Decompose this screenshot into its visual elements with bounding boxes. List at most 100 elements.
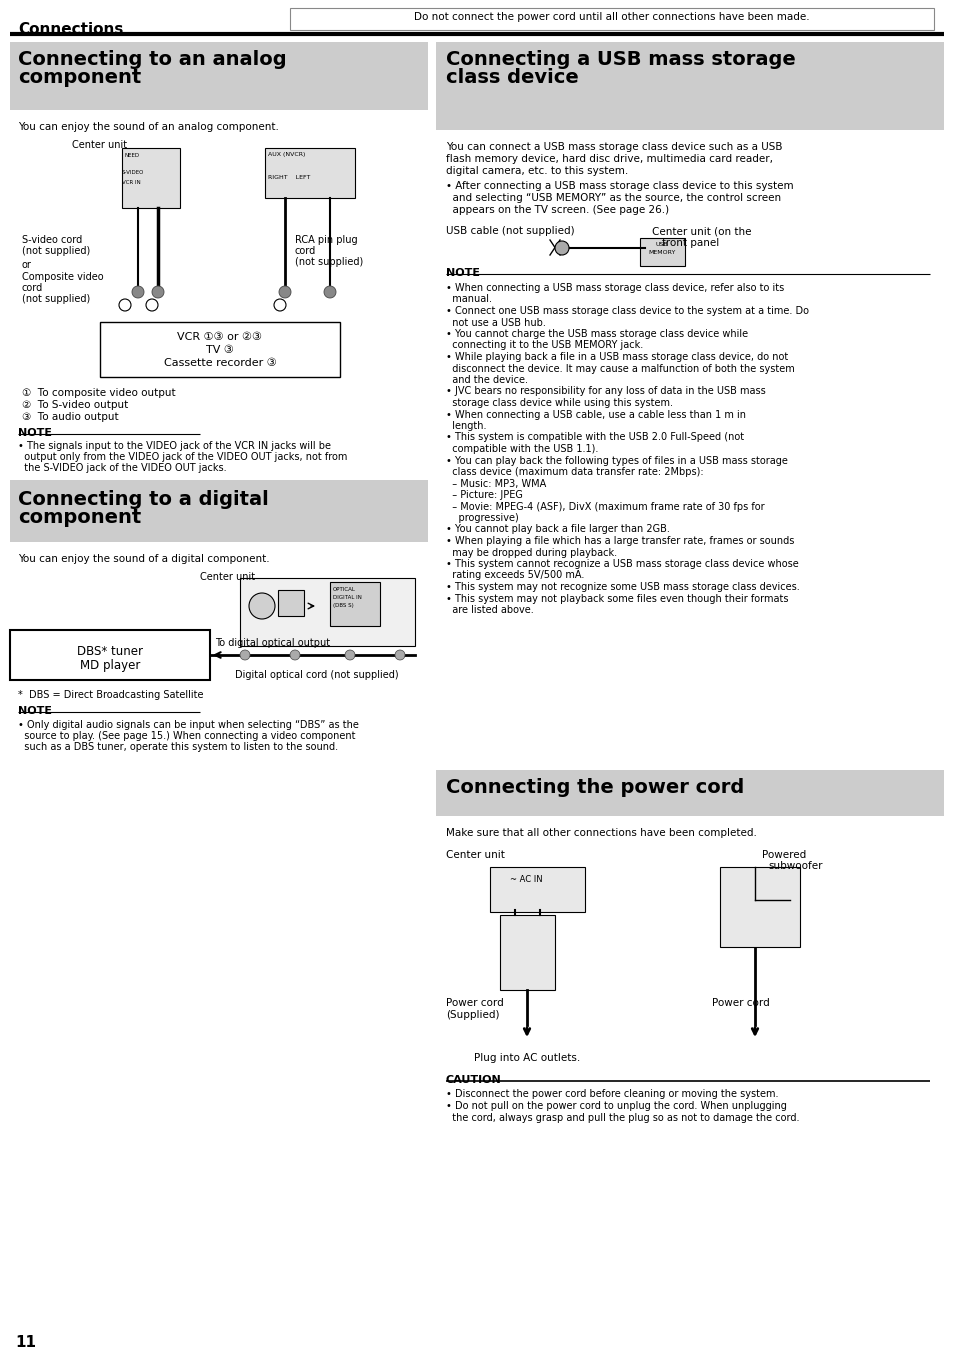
Bar xyxy=(290,8,933,30)
Text: NOTE: NOTE xyxy=(446,268,479,278)
Text: or: or xyxy=(22,260,31,269)
Text: • The signals input to the VIDEO jack of the VCR IN jacks will be: • The signals input to the VIDEO jack of… xyxy=(18,441,331,451)
Text: USB cable (not supplied): USB cable (not supplied) xyxy=(446,226,574,236)
Text: connecting it to the USB MEMORY jack.: connecting it to the USB MEMORY jack. xyxy=(446,340,642,351)
Text: – Music: MP3, WMA: – Music: MP3, WMA xyxy=(446,478,546,489)
Circle shape xyxy=(290,650,299,659)
Text: source to play. (See page 15.) When connecting a video component: source to play. (See page 15.) When conn… xyxy=(18,731,355,741)
Text: 1: 1 xyxy=(123,306,127,311)
Text: • Connect one USB mass storage class device to the system at a time. Do: • Connect one USB mass storage class dev… xyxy=(446,306,808,315)
Text: VCR IN: VCR IN xyxy=(122,180,141,185)
Text: ②  To S-video output: ② To S-video output xyxy=(22,399,128,410)
Text: such as a DBS tuner, operate this system to listen to the sound.: such as a DBS tuner, operate this system… xyxy=(18,742,337,751)
Text: • JVC bears no responsibility for any loss of data in the USB mass: • JVC bears no responsibility for any lo… xyxy=(446,386,765,397)
Text: NEED: NEED xyxy=(125,153,140,158)
Bar xyxy=(265,148,355,198)
Text: and the device.: and the device. xyxy=(446,375,527,385)
Text: Digital optical cord (not supplied): Digital optical cord (not supplied) xyxy=(234,670,398,680)
Text: Connecting to an analog: Connecting to an analog xyxy=(18,50,286,69)
Bar xyxy=(639,238,684,265)
Bar xyxy=(436,770,943,816)
Text: • While playing back a file in a USB mass storage class device, do not: • While playing back a file in a USB mas… xyxy=(446,352,787,362)
Text: *  DBS = Direct Broadcasting Satellite: * DBS = Direct Broadcasting Satellite xyxy=(18,691,203,700)
Text: appears on the TV screen. (See page 26.): appears on the TV screen. (See page 26.) xyxy=(446,204,668,215)
Text: ①  To composite video output: ① To composite video output xyxy=(22,389,175,398)
Text: You can enjoy the sound of a digital component.: You can enjoy the sound of a digital com… xyxy=(18,554,270,565)
Text: Center unit: Center unit xyxy=(71,139,127,150)
Circle shape xyxy=(278,286,291,298)
Text: VCR ①③ or ②③: VCR ①③ or ②③ xyxy=(177,332,262,343)
Circle shape xyxy=(146,299,158,311)
Text: cord: cord xyxy=(22,283,43,292)
Text: (not supplied): (not supplied) xyxy=(22,246,91,256)
Bar xyxy=(100,322,339,376)
Bar xyxy=(436,42,943,130)
Text: flash memory device, hard disc drive, multimedia card reader,: flash memory device, hard disc drive, mu… xyxy=(446,154,772,164)
Bar xyxy=(10,630,210,680)
Text: Connections: Connections xyxy=(18,22,123,37)
Text: length.: length. xyxy=(446,421,486,431)
Text: Center unit (on the: Center unit (on the xyxy=(651,226,751,236)
Text: • This system may not recognize some USB mass storage class devices.: • This system may not recognize some USB… xyxy=(446,582,799,592)
Text: TV ③: TV ③ xyxy=(206,345,233,355)
Circle shape xyxy=(395,650,405,659)
Text: RIGHT    LEFT: RIGHT LEFT xyxy=(268,175,310,180)
Text: • You can play back the following types of files in a USB mass storage: • You can play back the following types … xyxy=(446,455,787,466)
Circle shape xyxy=(240,650,250,659)
Text: progressive): progressive) xyxy=(446,513,518,523)
Text: subwoofer: subwoofer xyxy=(767,861,821,871)
Circle shape xyxy=(324,286,335,298)
Text: • This system is compatible with the USB 2.0 Full-Speed (not: • This system is compatible with the USB… xyxy=(446,432,743,443)
Text: • You cannot charge the USB mass storage class device while: • You cannot charge the USB mass storage… xyxy=(446,329,747,338)
Text: manual.: manual. xyxy=(446,295,492,305)
Text: – Picture: JPEG: – Picture: JPEG xyxy=(446,490,522,500)
Text: storage class device while using this system.: storage class device while using this sy… xyxy=(446,398,672,408)
Text: • When playing a file which has a large transfer rate, frames or sounds: • When playing a file which has a large … xyxy=(446,536,794,546)
Text: component: component xyxy=(18,68,141,87)
Text: • Do not pull on the power cord to unplug the cord. When unplugging: • Do not pull on the power cord to unplu… xyxy=(446,1101,786,1112)
Circle shape xyxy=(152,286,164,298)
Bar xyxy=(720,867,800,946)
Bar xyxy=(277,590,304,616)
Text: • When connecting a USB mass storage class device, refer also to its: • When connecting a USB mass storage cla… xyxy=(446,283,783,292)
Text: Plug into AC outlets.: Plug into AC outlets. xyxy=(474,1053,579,1063)
Text: CAUTION: CAUTION xyxy=(446,1075,501,1085)
Text: S-VIDEO: S-VIDEO xyxy=(122,171,144,175)
Text: output only from the VIDEO jack of the VIDEO OUT jacks, not from: output only from the VIDEO jack of the V… xyxy=(18,452,347,462)
Bar xyxy=(240,578,415,646)
Text: Center unit: Center unit xyxy=(446,850,504,860)
Text: NOTE: NOTE xyxy=(18,428,52,437)
Circle shape xyxy=(119,299,131,311)
Text: class device: class device xyxy=(446,68,578,87)
Text: digital camera, etc. to this system.: digital camera, etc. to this system. xyxy=(446,167,628,176)
Text: are listed above.: are listed above. xyxy=(446,605,533,615)
Text: MEMORY: MEMORY xyxy=(648,250,675,255)
Text: component: component xyxy=(18,508,141,527)
Circle shape xyxy=(555,241,568,255)
Text: RCA pin plug: RCA pin plug xyxy=(294,236,357,245)
Text: the cord, always grasp and pull the plug so as not to damage the cord.: the cord, always grasp and pull the plug… xyxy=(446,1113,799,1122)
Text: (Supplied): (Supplied) xyxy=(446,1010,499,1020)
Text: – Movie: MPEG-4 (ASF), DivX (maximum frame rate of 30 fps for: – Movie: MPEG-4 (ASF), DivX (maximum fra… xyxy=(446,501,763,512)
Bar xyxy=(122,148,180,209)
Circle shape xyxy=(274,299,286,311)
Text: Do not connect the power cord until all other connections have been made.: Do not connect the power cord until all … xyxy=(414,12,809,22)
Text: 3: 3 xyxy=(277,306,282,311)
Text: ~ AC IN: ~ AC IN xyxy=(510,875,542,884)
Text: 11: 11 xyxy=(15,1335,36,1350)
Text: • This system may not playback some files even though their formats: • This system may not playback some file… xyxy=(446,593,788,604)
Text: • After connecting a USB mass storage class device to this system: • After connecting a USB mass storage cl… xyxy=(446,181,793,191)
Text: (not supplied): (not supplied) xyxy=(22,294,91,305)
Text: USB: USB xyxy=(655,242,668,246)
Circle shape xyxy=(345,650,355,659)
Text: DBS* tuner: DBS* tuner xyxy=(77,645,143,658)
Text: Connecting to a digital: Connecting to a digital xyxy=(18,490,269,509)
Text: and selecting “USB MEMORY” as the source, the control screen: and selecting “USB MEMORY” as the source… xyxy=(446,194,781,203)
Text: 2: 2 xyxy=(150,306,154,311)
Text: Make sure that all other connections have been completed.: Make sure that all other connections hav… xyxy=(446,829,756,838)
Text: Power cord: Power cord xyxy=(711,998,769,1007)
Bar xyxy=(499,915,555,990)
Text: ③  To audio output: ③ To audio output xyxy=(22,412,118,422)
Text: compatible with the USB 1.1).: compatible with the USB 1.1). xyxy=(446,444,598,454)
Text: • Disconnect the power cord before cleaning or moving the system.: • Disconnect the power cord before clean… xyxy=(446,1089,778,1099)
